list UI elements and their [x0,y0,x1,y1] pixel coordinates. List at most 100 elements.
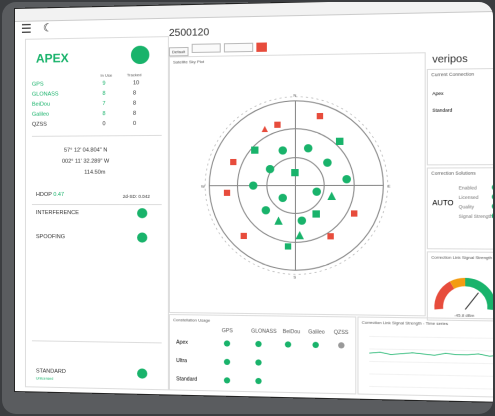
skyplot-north: N [293,93,296,98]
gauge-needle [465,293,478,310]
mode-label: AUTO [432,200,454,208]
signal-series-line [369,352,493,356]
sat-row-qzss: QZSS 0 0 [31,120,137,128]
header-tracked: Tracked [126,72,142,78]
usage-dot [284,341,292,348]
standard-label: STANDARD [35,368,66,376]
current-connection-panel: Current Connection Apex Standard [426,67,493,166]
service-title: APEX [35,51,69,66]
col-beidou: BeiDou [282,328,301,336]
sat-marker [284,243,292,250]
interference-dot [137,208,148,219]
usage-dot [255,359,262,366]
col-galileo: Galileo [308,329,325,336]
interference-label: INTERFERENCE [35,210,79,217]
sat-marker [323,158,332,167]
app-screen: ☰ ☾ APEX In Use Tracked GPS 9 10 GLONASS 8 8… [14,2,493,404]
usage-dot [255,340,262,348]
menu-icon[interactable]: ☰ [20,21,32,36]
constellation-usage-panel: Constellation Usage GPS GLONASS BeiDou G… [168,314,357,395]
skyplot-west: W [201,184,205,189]
sat-marker [223,189,231,196]
sat-marker [312,210,320,218]
sat-marker [291,169,299,177]
sat-row-beidou: BeiDou 7 8 [31,100,137,108]
col-gps: GPS [221,328,233,335]
connection-row-apex: Apex [432,90,444,97]
signal-timeseries-panel: Correction Link Signal Strength - Time s… [357,316,493,398]
panel-title: Constellation Usage [173,317,211,323]
alert-badge[interactable] [256,42,267,52]
spoofing-dot [137,232,148,243]
header-in-use: In Use [100,72,113,78]
skyplot: N E S W [201,93,391,280]
connection-row-standard: Standard [432,107,453,113]
latitude: 57° 12' 04.804" N [64,147,108,154]
solution-item: Enabled [458,185,477,191]
sat-marker [335,137,344,146]
divider [31,204,162,206]
status-dot [491,203,493,210]
spoofing-label: SPOOFING [35,234,66,241]
moon-icon[interactable]: ☾ [42,22,53,35]
veripos-logo: veripos [432,53,468,66]
row-apex: Apex [176,339,188,346]
sat-marker [274,216,283,225]
panel-title: Current Connection [431,71,475,78]
sat-marker [297,216,307,225]
solution-item: Signal Strength [458,213,493,220]
col-qzss: QZSS [333,329,349,337]
sat-marker [295,230,304,240]
col-glonass: GLONASS [251,328,277,336]
signal-gauge: -45.8 dBm [428,259,493,321]
usage-dot [255,377,262,385]
skyplot-east: E [388,183,391,188]
gauge-value: -45.8 dBm [454,312,475,318]
usage-dot [223,358,231,366]
longitude: 002° 11' 32.289" W [62,158,110,165]
toolbar: Default [168,42,305,57]
sat-marker [278,193,287,203]
skyplot-south: S [293,274,296,279]
status-dot [491,184,493,191]
altitude: 114.50m [84,169,106,176]
sat-marker [342,175,351,184]
sat-row-glonass: GLONASS 8 8 [31,90,137,98]
usage-dot [223,377,231,384]
sat-marker [350,210,358,217]
signal-gauge-panel: Correction Link Signal Strength -45.8 dB… [426,251,493,322]
standard-sub: Unlicensed [35,376,54,381]
sd-ratio: 2d-SD: 0.042 [122,193,150,199]
filter-select[interactable] [191,43,221,54]
divider [31,134,162,137]
sat-marker [265,164,275,174]
usage-dot [338,342,345,349]
sat-marker [230,158,237,166]
correction-solutions-panel: Correction Solutions AUTO Enabled Licens… [426,167,493,250]
row-standard: Standard [176,376,198,383]
service-status-dot [130,45,150,65]
sat-marker [240,232,247,240]
row-ultra: Ultra [176,357,188,365]
solution-item: Licensed [458,194,479,200]
layout-select[interactable]: Default [168,46,189,57]
standard-dot [137,368,148,379]
skyplot-panel: Satellite Sky Plot N E S W [168,52,426,317]
receiver-id: 2500120 [168,27,210,40]
sat-marker [249,181,258,190]
view-select[interactable] [223,42,254,53]
status-dot [491,212,493,220]
panel-title: Correction Solutions [431,170,476,176]
sat-marker [278,146,287,155]
usage-dot [223,340,231,347]
sat-marker [274,121,281,128]
sat-marker [327,191,336,200]
status-dot [491,193,493,200]
usage-dot [312,341,319,349]
divider [31,340,162,344]
sat-marker [327,233,334,240]
window-titlebar [14,2,493,22]
sat-marker [261,206,271,215]
sat-marker [251,146,259,154]
